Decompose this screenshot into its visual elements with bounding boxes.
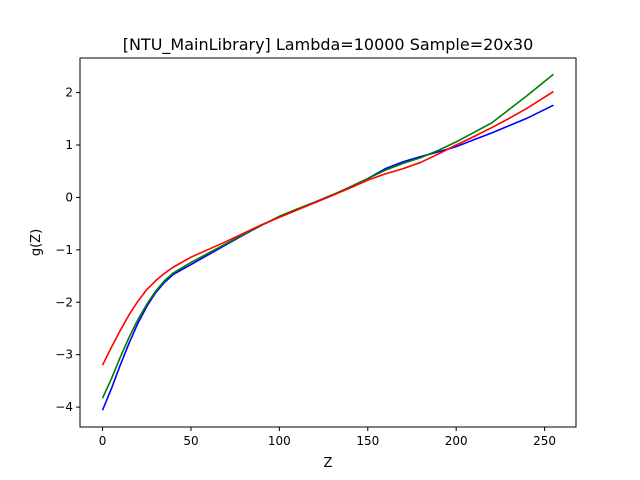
y-tick-label: −3 [55,348,73,362]
x-tick-label: 0 [99,434,107,448]
y-tick-label: 2 [65,86,73,100]
plot-frame [79,57,577,428]
y-tick-label: −4 [55,400,73,414]
y-tick-label: 0 [65,190,73,204]
y-tick-label: −1 [55,243,73,257]
y-axis-label: g(Z) [29,229,44,256]
plot-area [80,58,576,427]
x-tick-label: 250 [533,434,556,448]
series-line-1 [101,73,554,399]
y-tick-label: −2 [55,295,73,309]
x-axis-label: Z [324,456,333,471]
x-tick-label: 150 [356,434,379,448]
x-tick-label: 50 [183,434,198,448]
series-line-2 [101,90,554,366]
ticks-layer: 0 50 100 150 200 250 −4 −3 −2 −1 0 1 2 [55,86,556,448]
series-layer [101,73,554,411]
y-tick-label: 1 [65,138,73,152]
x-tick-label: 200 [445,434,468,448]
x-tick-label: 100 [268,434,291,448]
chart-title: [NTU_MainLibrary] Lambda=10000 Sample=20… [123,35,534,55]
